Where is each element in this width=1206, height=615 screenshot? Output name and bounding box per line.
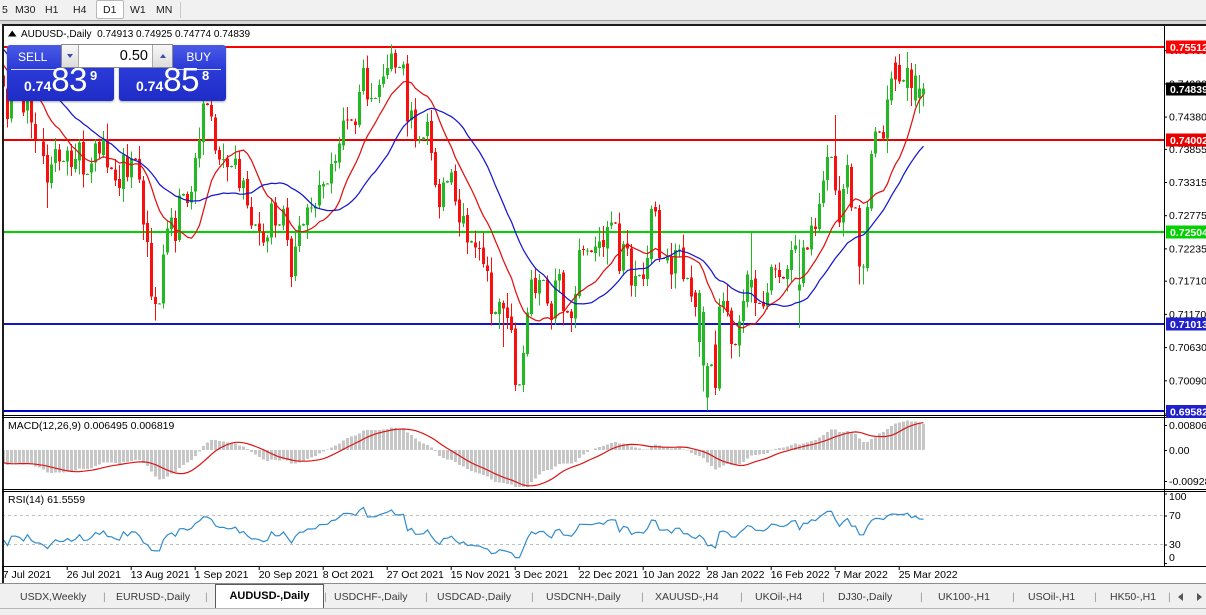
- svg-text:0.73315: 0.73315: [1169, 177, 1206, 189]
- svg-text:0.72775: 0.72775: [1169, 210, 1206, 222]
- svg-text:0.75512: 0.75512: [1170, 42, 1206, 54]
- svg-text:MACD(12,26,9) 0.006495 0.00681: MACD(12,26,9) 0.006495 0.006819: [8, 420, 175, 432]
- svg-text:0.00: 0.00: [1169, 445, 1190, 457]
- svg-text:RSI(14) 61.5559: RSI(14) 61.5559: [8, 494, 85, 506]
- svg-text:0.69582: 0.69582: [1170, 407, 1206, 419]
- svg-text:16 Feb 2022: 16 Feb 2022: [771, 569, 830, 581]
- svg-text:0.74380: 0.74380: [1169, 112, 1206, 124]
- svg-text:0.74002: 0.74002: [1170, 135, 1206, 147]
- svg-text:8 Oct 2021: 8 Oct 2021: [323, 569, 375, 581]
- svg-text:15 Nov 2021: 15 Nov 2021: [451, 569, 511, 581]
- svg-text:25 Mar 2022: 25 Mar 2022: [899, 569, 958, 581]
- svg-text:-0.00928: -0.00928: [1169, 476, 1206, 488]
- svg-text:0: 0: [1169, 552, 1175, 564]
- svg-text:0.72235: 0.72235: [1169, 243, 1206, 255]
- svg-text:7 Mar 2022: 7 Mar 2022: [835, 569, 888, 581]
- svg-text:13 Aug 2021: 13 Aug 2021: [131, 569, 190, 581]
- svg-text:1 Sep 2021: 1 Sep 2021: [195, 569, 249, 581]
- svg-text:7 Jul 2021: 7 Jul 2021: [3, 569, 52, 581]
- svg-text:0.73855: 0.73855: [1169, 144, 1206, 156]
- svg-text:22 Dec 2021: 22 Dec 2021: [579, 569, 639, 581]
- svg-text:26 Jul 2021: 26 Jul 2021: [67, 569, 121, 581]
- svg-text:0.71710: 0.71710: [1169, 276, 1206, 288]
- svg-text:0.008061: 0.008061: [1169, 420, 1206, 432]
- svg-text:70: 70: [1169, 510, 1181, 522]
- svg-text:0.72504: 0.72504: [1170, 227, 1206, 239]
- svg-text:100: 100: [1169, 491, 1187, 503]
- svg-text:0.70630: 0.70630: [1169, 342, 1206, 354]
- svg-text:28 Jan 2022: 28 Jan 2022: [707, 569, 765, 581]
- svg-text:3 Dec 2021: 3 Dec 2021: [515, 569, 569, 581]
- svg-text:10 Jan 2022: 10 Jan 2022: [643, 569, 701, 581]
- svg-text:AUDUSD-,Daily 0.74913 0.74925: AUDUSD-,Daily 0.74913 0.74925 0.74774 0.…: [21, 29, 250, 40]
- svg-text:0.70090: 0.70090: [1169, 375, 1206, 387]
- svg-text:30: 30: [1169, 539, 1181, 551]
- svg-text:20 Sep 2021: 20 Sep 2021: [259, 569, 319, 581]
- svg-text:0.74839: 0.74839: [1170, 84, 1206, 96]
- svg-text:0.71013: 0.71013: [1170, 319, 1206, 331]
- svg-text:27 Oct 2021: 27 Oct 2021: [387, 569, 444, 581]
